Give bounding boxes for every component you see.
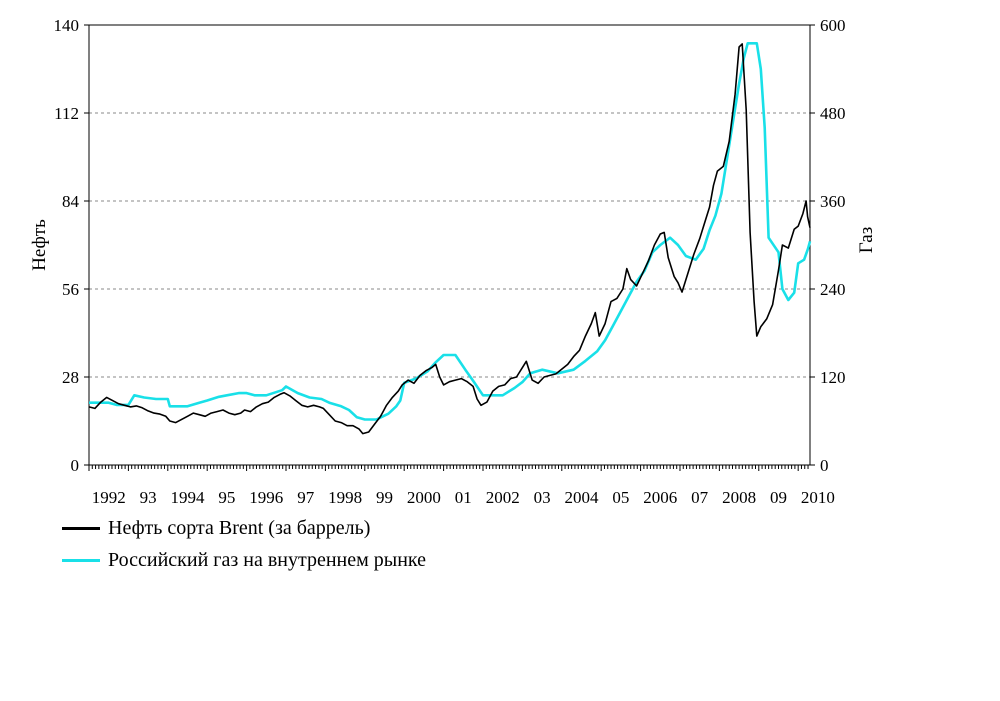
x-tick-label: 1996 xyxy=(249,488,283,507)
x-tick-label: 1998 xyxy=(328,488,362,507)
y-axis-right: 0 120 240 360 480 600 xyxy=(810,16,846,475)
y-tick-label-right: 600 xyxy=(820,16,846,35)
x-tick-label: 09 xyxy=(770,488,787,507)
series-line-gas xyxy=(89,42,812,421)
y-axis-right-title: Газ xyxy=(856,227,877,253)
legend-item-oil: Нефть сорта Brent (за баррель) xyxy=(62,512,426,544)
x-tick-label: 2008 xyxy=(722,488,756,507)
y-tick-label-right: 120 xyxy=(820,368,846,387)
gridlines xyxy=(89,112,810,378)
x-tick-label: 99 xyxy=(376,488,393,507)
x-tick-label: 95 xyxy=(218,488,235,507)
y-tick-label-right: 480 xyxy=(820,104,846,123)
x-tick-label: 07 xyxy=(691,488,709,507)
y-axis-left: 0 28 56 84 112 140 xyxy=(54,16,89,475)
x-tick-label: 1994 xyxy=(170,488,205,507)
plot-frame xyxy=(88,24,811,466)
x-tick-label: 2010 xyxy=(801,488,835,507)
x-tick-label: 01 xyxy=(455,488,472,507)
y-tick-label-left: 28 xyxy=(62,368,79,387)
series-layer xyxy=(88,42,812,435)
x-tick-label: 1992 xyxy=(92,488,126,507)
x-tick-label: 05 xyxy=(612,488,629,507)
x-tick-label: 2000 xyxy=(407,488,441,507)
y-tick-label-left: 56 xyxy=(62,280,79,299)
y-tick-label-right: 360 xyxy=(820,192,846,211)
x-tick-label: 97 xyxy=(297,488,315,507)
legend: Нефть сорта Brent (за баррель) Российски… xyxy=(62,512,426,576)
y-tick-label-left: 84 xyxy=(62,192,80,211)
x-tick-label: 2004 xyxy=(564,488,599,507)
y-tick-label-left: 112 xyxy=(54,104,79,123)
y-tick-label-right: 0 xyxy=(820,456,829,475)
x-tick-label: 2006 xyxy=(643,488,677,507)
series-line-oil xyxy=(88,43,811,435)
x-axis: 1992 93 1994 95 1996 97 1998 99 2000 01 2002 03 2004… xyxy=(88,465,835,507)
x-tick-label: 03 xyxy=(534,488,551,507)
legend-swatch-gas xyxy=(62,558,100,562)
legend-item-gas: Российский газ на внутреннем рынке xyxy=(62,544,426,576)
legend-label-oil: Нефть сорта Brent (за баррель) xyxy=(108,516,371,539)
x-tick-label: 93 xyxy=(140,488,157,507)
y-tick-label-right: 240 xyxy=(820,280,846,299)
y-tick-label-left: 140 xyxy=(54,16,80,35)
y-axis-left-title: Нефть xyxy=(29,219,50,271)
y-tick-label-left: 0 xyxy=(71,456,80,475)
legend-swatch-oil xyxy=(62,526,100,530)
legend-label-gas: Российский газ на внутреннем рынке xyxy=(108,548,427,571)
x-tick-label: 2002 xyxy=(486,488,520,507)
